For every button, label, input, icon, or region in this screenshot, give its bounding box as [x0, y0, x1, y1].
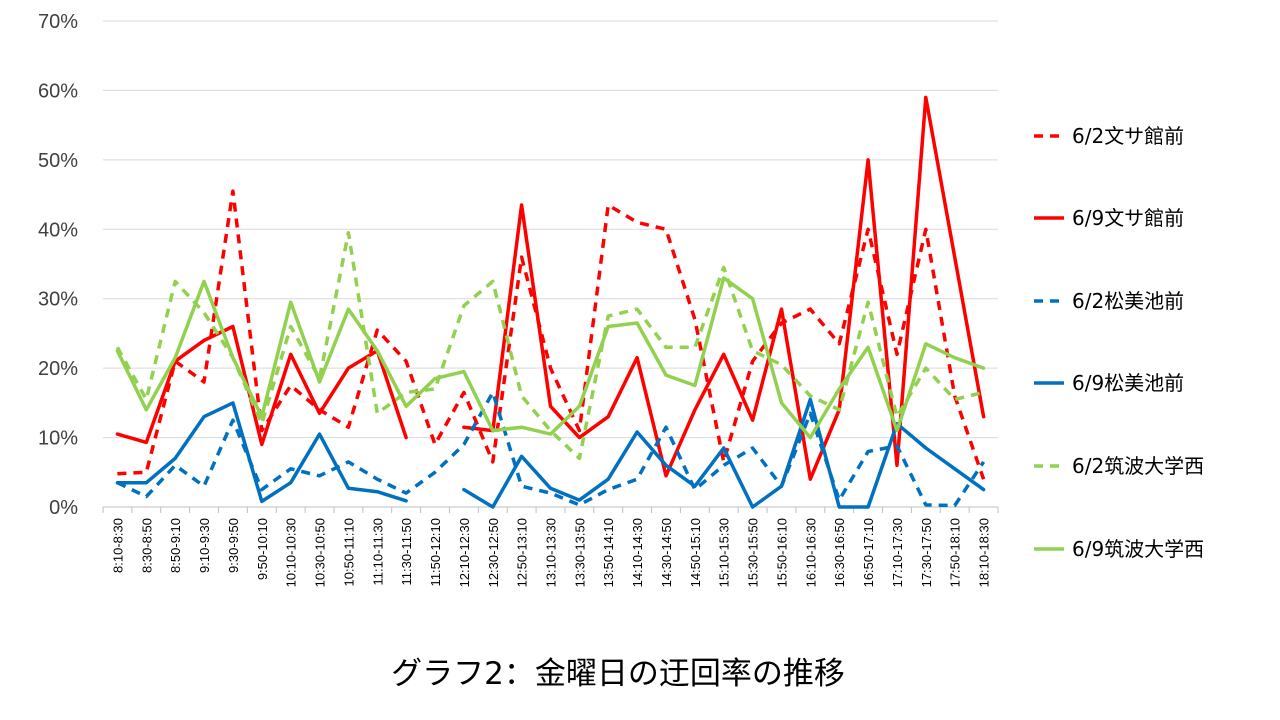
series-line-4 [115, 397, 986, 509]
x-tick-label: 12:10-12:30 [457, 518, 472, 587]
legend: 6/2文サ館前 6/9文サ館前 6/2松美池前 6/9松美池前 6/2筑波大学西 6/9筑… [1034, 124, 1204, 561]
legend-label-5: 6/2筑波大学西 [1072, 454, 1204, 478]
legend-label-1: 6/2文サ館前 [1072, 124, 1184, 148]
x-tick-label: 12:50-13:10 [515, 518, 530, 587]
x-tick-label: 17:10-17:30 [890, 518, 905, 587]
x-tick-label: 13:10-13:30 [544, 518, 559, 587]
legend-label-4: 6/9松美池前 [1072, 371, 1184, 395]
x-tick-label: 11:50-12:10 [428, 518, 443, 586]
x-tick-label: 14:50-15:10 [688, 518, 703, 587]
x-tick-label: 13:30-13:50 [572, 518, 587, 587]
y-tick-label: 60% [38, 80, 78, 102]
x-tick-label: 17:50-18:10 [948, 518, 963, 587]
x-tick-label: 18:10-18:30 [977, 518, 992, 587]
x-tick-label: 9:50-10:10 [255, 518, 270, 580]
x-tick-label: 8:10-8:30 [110, 518, 125, 573]
series-line-6 [115, 276, 986, 440]
x-tick-label: 14:10-14:30 [630, 518, 645, 587]
series-line-5 [115, 231, 985, 461]
x-tick-label: 10:50-11:10 [341, 518, 356, 586]
x-tick-label: 10:10-10:30 [284, 518, 299, 587]
series-line-1 [117, 189, 986, 480]
y-tick-label: 40% [38, 219, 78, 241]
y-tick-label: 10% [38, 428, 78, 450]
x-tick-label: 12:30-12:50 [486, 518, 501, 587]
x-tick-label: 9:10-9:30 [197, 518, 212, 573]
x-axis-tick-labels: 8:10-8:30 8:30-8:50 8:50-9:10 9:10-9:30 9:30… [110, 518, 991, 587]
x-tick-label: 10:30-10:50 [313, 518, 328, 587]
x-tick-label: 16:10-16:30 [803, 518, 818, 587]
x-tick-label: 11:30-11:50 [399, 518, 414, 585]
y-axis-tick-labels: 0% 10% 20% 30% 40% 50% 60% 70% [38, 11, 78, 519]
x-tick-label: 16:30-16:50 [832, 518, 847, 587]
x-tick-label: 15:10-15:30 [717, 518, 732, 587]
legend-label-3: 6/2松美池前 [1072, 289, 1184, 313]
series-line-3 [116, 390, 986, 508]
x-tick-label: 17:30-17:50 [919, 518, 934, 587]
x-tick-label: 11:10-11:30 [370, 518, 385, 585]
series-lines [115, 95, 986, 509]
x-tick-label: 15:50-16:10 [774, 518, 789, 587]
series-line-2 [115, 95, 986, 481]
x-tick-label: 14:30-14:50 [659, 518, 674, 587]
x-tick-label: 15:30-15:50 [746, 518, 761, 587]
y-tick-label: 20% [38, 358, 78, 380]
y-tick-label: 70% [38, 11, 78, 33]
x-tick-label: 8:50-9:10 [168, 518, 183, 573]
x-tick-label: 16:50-17:10 [861, 518, 876, 587]
x-tick-label: 9:30-9:50 [226, 518, 241, 573]
y-tick-label: 0% [49, 497, 78, 519]
x-tick-label: 13:50-14:10 [601, 518, 616, 587]
chart-title: グラフ2：金曜日の迂回率の推移 [391, 656, 845, 692]
legend-label-6: 6/9筑波大学西 [1072, 537, 1204, 561]
legend-label-2: 6/9文サ館前 [1072, 206, 1184, 230]
y-tick-label: 30% [38, 289, 78, 311]
x-tick-label: 8:30-8:50 [139, 518, 154, 573]
gridlines [102, 20, 999, 513]
y-tick-label: 50% [38, 150, 78, 172]
